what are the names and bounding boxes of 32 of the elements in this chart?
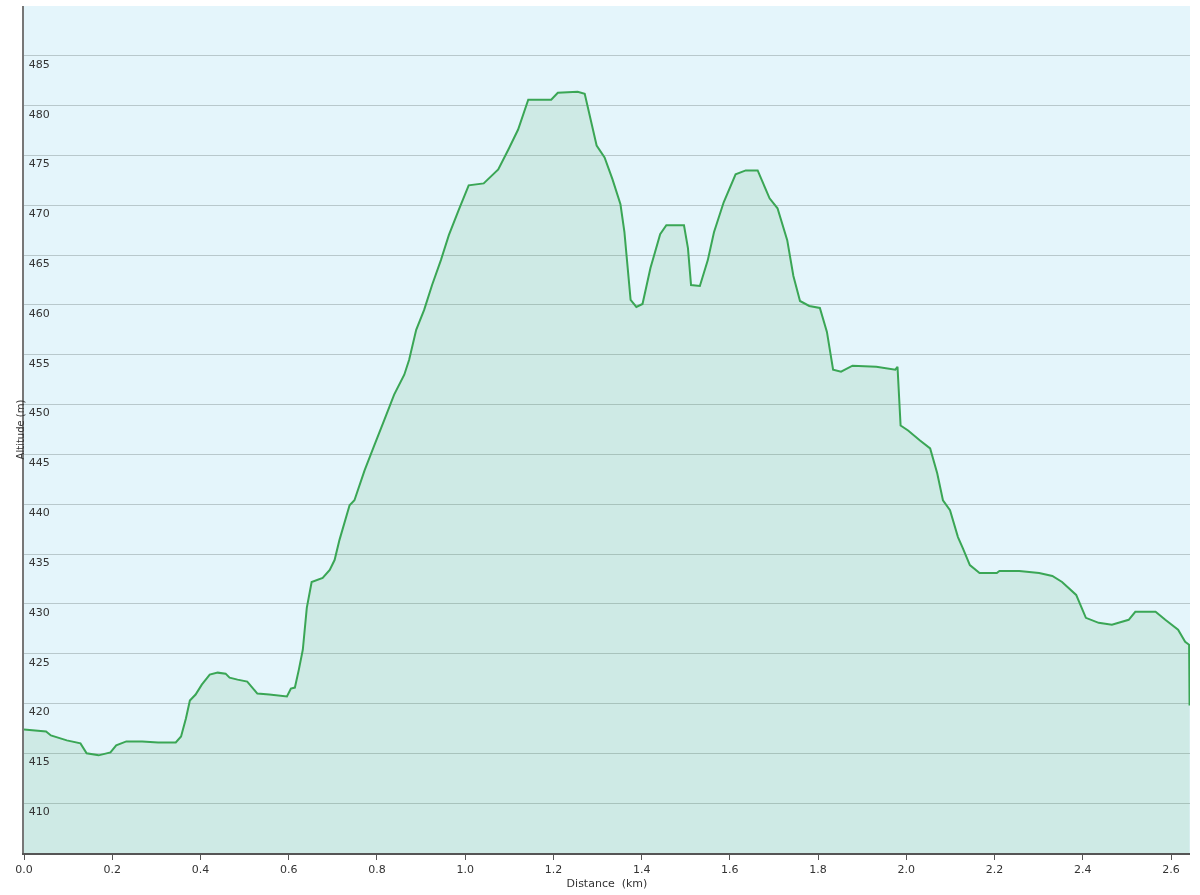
x-tick-label: 2.2 xyxy=(985,863,1004,877)
x-tick-label: 0.0 xyxy=(15,863,33,877)
y-tick-label: 410 xyxy=(28,805,50,819)
y-tick-label: 465 xyxy=(28,256,50,270)
x-tick-label: 2.6 xyxy=(1162,863,1180,877)
y-tick-label: 445 xyxy=(28,456,50,470)
x-tick-label: 2.0 xyxy=(897,863,916,877)
y-tick-label: 455 xyxy=(28,356,50,370)
x-tick-label: 0.2 xyxy=(103,863,121,877)
y-tick-label: 475 xyxy=(28,157,50,171)
x-tick-label: 1.2 xyxy=(544,863,563,877)
x-tick-label: 0.4 xyxy=(191,863,210,877)
y-tick-label: 440 xyxy=(28,506,50,520)
x-axis-title: Distance (km) xyxy=(566,876,648,890)
y-tick-label: 480 xyxy=(28,107,50,121)
x-tick-label: 0.8 xyxy=(368,863,386,877)
y-tick-label: 430 xyxy=(28,605,50,619)
y-tick-label: 470 xyxy=(28,207,50,221)
x-tick-label: 1.4 xyxy=(632,863,651,877)
x-tick-label: 1.6 xyxy=(721,863,739,877)
y-tick-label: 420 xyxy=(28,705,50,719)
y-tick-label: 485 xyxy=(28,57,50,71)
x-tick-label: 1.0 xyxy=(456,863,474,877)
y-axis-title: Altitude (m) xyxy=(15,399,27,460)
x-tick-label: 1.8 xyxy=(809,863,827,877)
x-tick-label: 2.4 xyxy=(1074,863,1092,877)
x-tick-label: 0.6 xyxy=(279,863,298,877)
y-tick-label: 435 xyxy=(28,555,50,569)
y-tick-label: 460 xyxy=(28,306,50,320)
y-tick-label: 425 xyxy=(28,655,50,669)
y-tick-label: 450 xyxy=(28,406,50,420)
y-tick-label: 415 xyxy=(28,755,50,769)
